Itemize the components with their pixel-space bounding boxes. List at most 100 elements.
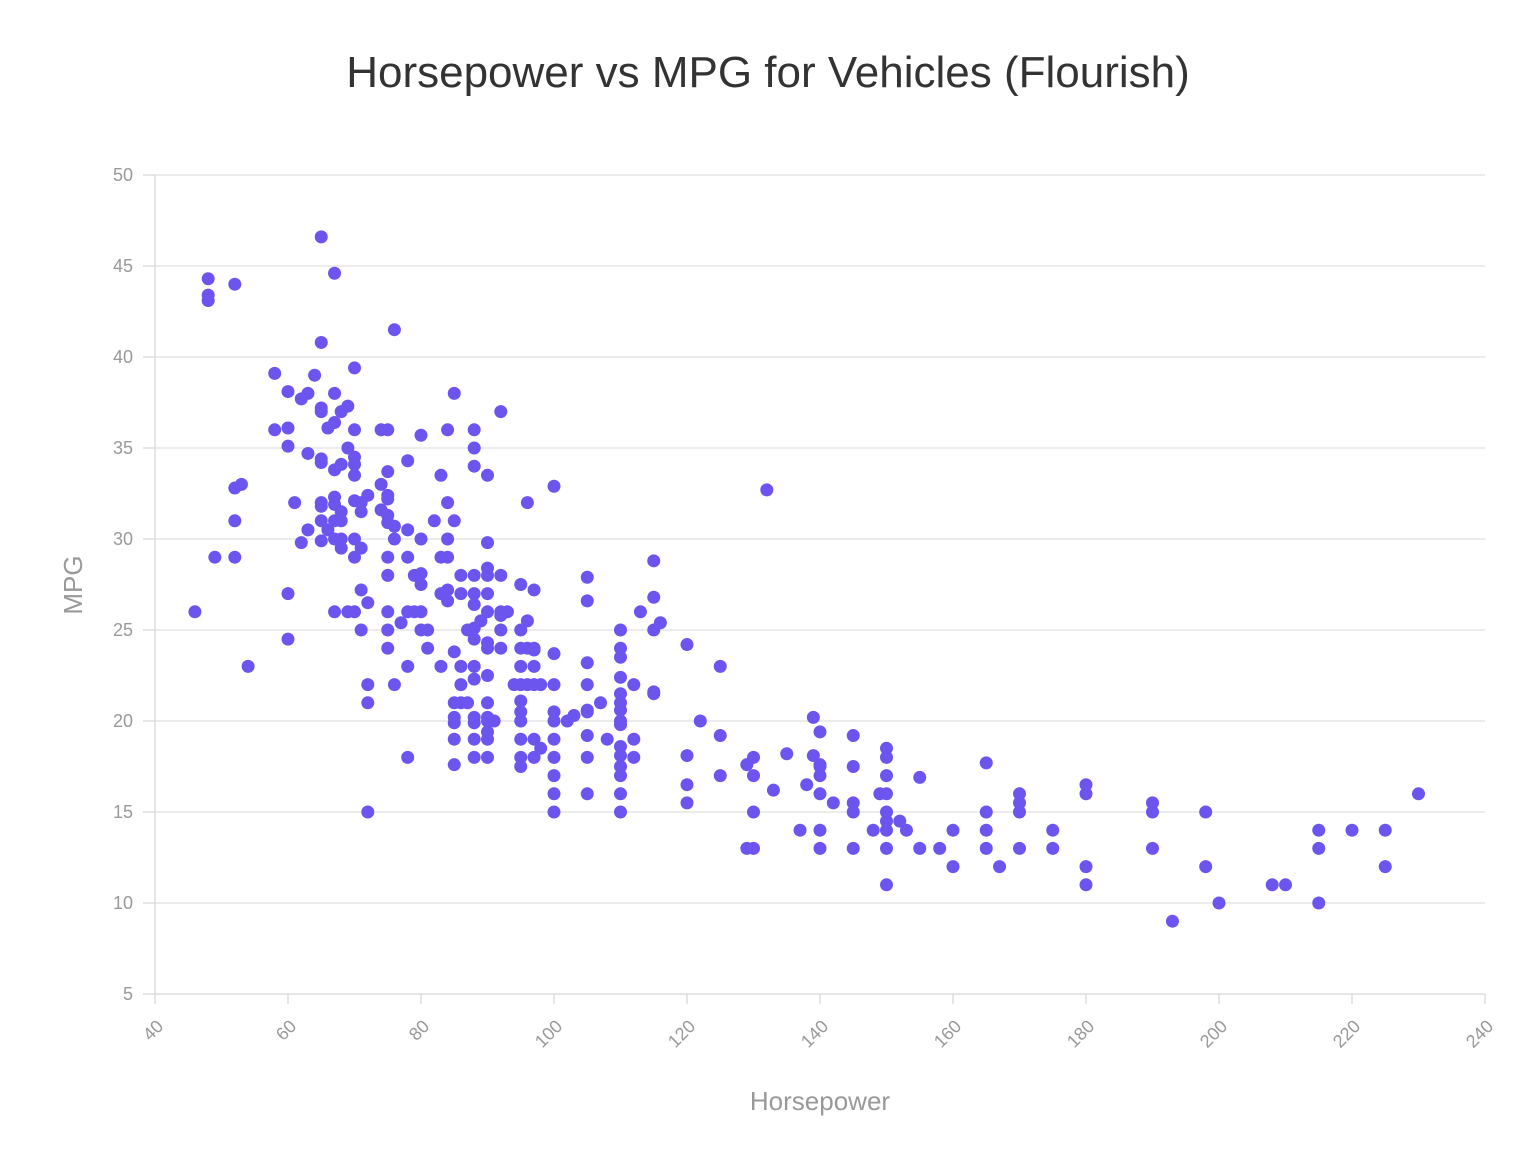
data-point[interactable] xyxy=(494,641,508,655)
data-point[interactable] xyxy=(880,878,893,892)
data-point[interactable] xyxy=(880,750,893,764)
data-point[interactable] xyxy=(281,632,295,646)
data-point[interactable] xyxy=(1079,860,1093,874)
data-point[interactable] xyxy=(354,505,368,519)
data-point[interactable] xyxy=(747,841,760,855)
data-point[interactable] xyxy=(314,514,328,528)
data-point[interactable] xyxy=(580,678,594,692)
data-point[interactable] xyxy=(481,536,494,550)
data-point[interactable] xyxy=(747,769,760,783)
data-point[interactable] xyxy=(328,416,342,430)
data-point[interactable] xyxy=(614,787,627,801)
data-point[interactable] xyxy=(494,405,508,419)
data-point[interactable] xyxy=(813,823,827,837)
data-point[interactable] xyxy=(414,605,428,619)
data-point[interactable] xyxy=(467,587,481,601)
data-point[interactable] xyxy=(500,605,514,619)
data-point[interactable] xyxy=(401,454,415,468)
data-point[interactable] xyxy=(334,541,348,555)
data-point[interactable] xyxy=(328,266,342,280)
data-point[interactable] xyxy=(381,641,395,655)
data-point[interactable] xyxy=(813,769,827,783)
data-point[interactable] xyxy=(514,714,528,728)
data-point[interactable] xyxy=(1378,860,1392,874)
data-point[interactable] xyxy=(381,568,395,582)
data-point[interactable] xyxy=(454,568,468,582)
data-point[interactable] xyxy=(979,841,993,855)
data-point[interactable] xyxy=(301,523,315,537)
data-point[interactable] xyxy=(547,705,561,719)
data-point[interactable] xyxy=(467,672,481,686)
data-point[interactable] xyxy=(401,750,415,764)
data-point[interactable] xyxy=(294,536,308,550)
data-point[interactable] xyxy=(241,659,255,673)
data-point[interactable] xyxy=(441,532,455,546)
data-point[interactable] xyxy=(467,598,481,612)
data-point[interactable] xyxy=(547,714,561,728)
data-point[interactable] xyxy=(354,583,368,597)
data-point[interactable] xyxy=(693,714,707,728)
data-point[interactable] xyxy=(946,860,960,874)
data-point[interactable] xyxy=(866,823,880,837)
data-point[interactable] xyxy=(806,749,820,763)
data-point[interactable] xyxy=(680,796,694,810)
data-point[interactable] xyxy=(514,578,528,591)
data-point[interactable] xyxy=(627,750,641,764)
data-point[interactable] xyxy=(374,477,388,491)
data-point[interactable] xyxy=(301,386,315,400)
data-point[interactable] xyxy=(494,623,508,637)
data-point[interactable] xyxy=(514,659,528,673)
data-point[interactable] xyxy=(880,814,893,828)
data-point[interactable] xyxy=(348,423,361,437)
data-point[interactable] xyxy=(348,457,361,471)
data-point[interactable] xyxy=(281,421,295,435)
data-point[interactable] xyxy=(633,605,647,619)
data-point[interactable] xyxy=(614,718,627,732)
data-point[interactable] xyxy=(348,468,361,482)
data-point[interactable] xyxy=(381,423,395,437)
data-point[interactable] xyxy=(514,760,528,773)
data-point[interactable] xyxy=(334,532,348,546)
data-point[interactable] xyxy=(321,523,335,537)
data-point[interactable] xyxy=(454,678,468,692)
data-point[interactable] xyxy=(760,483,774,497)
data-point[interactable] xyxy=(514,705,528,719)
data-point[interactable] xyxy=(580,570,594,584)
data-point[interactable] xyxy=(547,647,561,661)
data-point[interactable] xyxy=(447,386,461,400)
data-point[interactable] xyxy=(314,335,328,349)
data-point[interactable] xyxy=(627,678,641,692)
data-point[interactable] xyxy=(580,594,594,608)
data-point[interactable] xyxy=(880,769,893,783)
data-point[interactable] xyxy=(481,750,494,764)
data-point[interactable] xyxy=(314,405,328,419)
data-point[interactable] xyxy=(680,749,694,763)
data-point[interactable] xyxy=(434,659,448,673)
data-point[interactable] xyxy=(647,554,661,568)
data-point[interactable] xyxy=(401,523,415,537)
data-point[interactable] xyxy=(341,399,355,413)
data-point[interactable] xyxy=(614,670,627,684)
data-point[interactable] xyxy=(813,841,827,855)
data-point[interactable] xyxy=(527,643,541,657)
data-point[interactable] xyxy=(228,550,242,564)
data-point[interactable] xyxy=(467,716,481,730)
data-point[interactable] xyxy=(361,488,375,502)
data-point[interactable] xyxy=(653,616,667,630)
data-point[interactable] xyxy=(946,823,960,837)
data-point[interactable] xyxy=(481,587,494,601)
data-point[interactable] xyxy=(1199,860,1213,874)
data-point[interactable] xyxy=(1013,841,1026,855)
data-point[interactable] xyxy=(846,796,860,810)
data-point[interactable] xyxy=(614,687,627,701)
data-point[interactable] xyxy=(354,541,368,555)
data-point[interactable] xyxy=(281,385,295,399)
data-point[interactable] xyxy=(228,514,242,528)
data-point[interactable] xyxy=(614,623,627,637)
data-point[interactable] xyxy=(494,568,508,582)
data-point[interactable] xyxy=(467,459,481,473)
data-point[interactable] xyxy=(1165,914,1179,928)
data-point[interactable] xyxy=(614,749,627,763)
data-point[interactable] xyxy=(467,441,481,455)
data-point[interactable] xyxy=(547,769,561,783)
